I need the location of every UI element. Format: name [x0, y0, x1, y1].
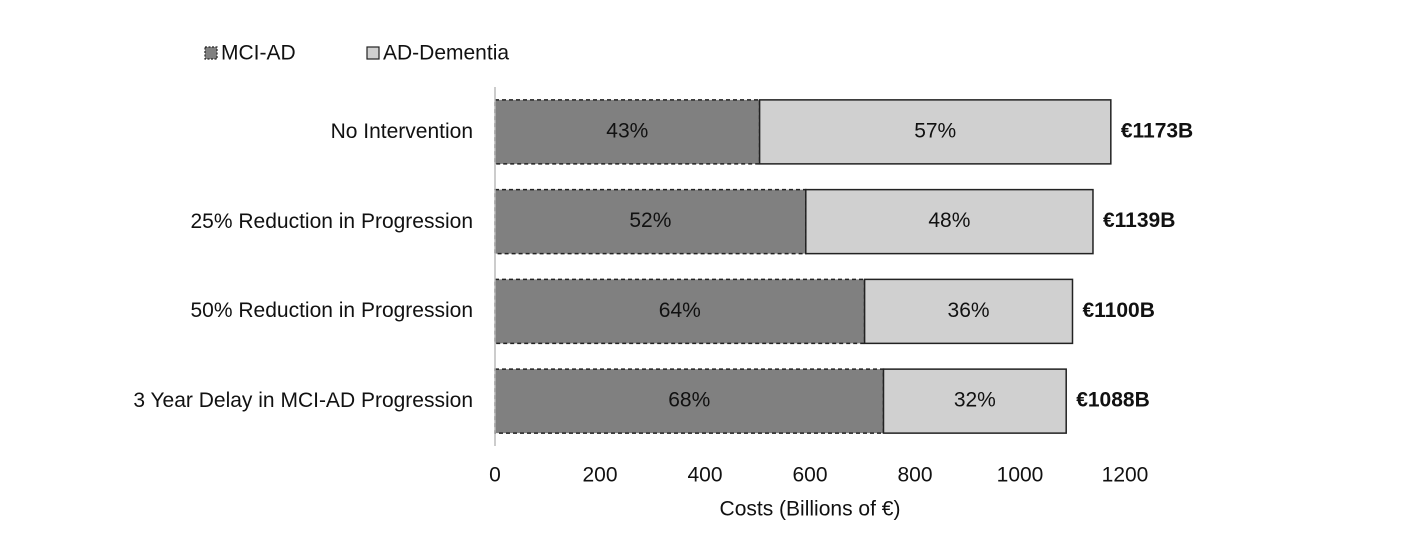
bar-segment	[494, 278, 866, 345]
segment-label: 36%	[948, 299, 990, 322]
y-tick-label: 3 Year Delay in MCI-AD Progression	[133, 369, 473, 433]
legend-label: MCI-AD	[221, 42, 296, 65]
bar-segment	[863, 278, 1074, 345]
segment-label: 32%	[954, 389, 996, 412]
category-text: 50% Reduction in Progression	[190, 299, 474, 323]
category-text: No Intervention	[330, 119, 473, 143]
segment-label: 64%	[659, 299, 701, 322]
x-tick-label: 1000	[997, 464, 1044, 487]
bar-segment	[882, 368, 1067, 434]
legend-label: AD-Dementia	[383, 42, 509, 65]
bar-segment	[805, 188, 1094, 255]
segment-label: 52%	[629, 209, 671, 232]
x-tick-label: 200	[582, 464, 617, 487]
y-tick-label: No Intervention	[331, 100, 473, 164]
segment-label: 48%	[928, 209, 970, 232]
y-tick-label: 25% Reduction in Progression	[191, 190, 474, 254]
total-label: €1173B	[1121, 119, 1193, 142]
bar-segment	[758, 99, 1112, 165]
x-axis-title: Costs (Billions of €)	[720, 498, 901, 521]
bar-segment	[494, 368, 885, 434]
category-text: 25% Reduction in Progression	[190, 209, 474, 233]
legend-swatch	[366, 46, 380, 60]
y-tick-label: 50% Reduction in Progression	[191, 279, 474, 343]
total-label: €1088B	[1076, 389, 1150, 412]
category-text: 3 Year Delay in MCI-AD Progression	[133, 389, 473, 413]
x-tick-label: 1200	[1102, 464, 1149, 487]
segment-label: 43%	[606, 119, 648, 142]
total-label: €1100B	[1083, 299, 1155, 322]
x-tick-label: 600	[792, 464, 827, 487]
x-tick-label: 800	[897, 464, 932, 487]
segment-label: 57%	[914, 119, 956, 142]
total-label: €1139B	[1103, 209, 1175, 232]
legend-swatch	[204, 46, 218, 60]
segment-label: 68%	[668, 389, 710, 412]
x-tick-label: 400	[687, 464, 722, 487]
x-tick-label: 0	[489, 464, 501, 487]
